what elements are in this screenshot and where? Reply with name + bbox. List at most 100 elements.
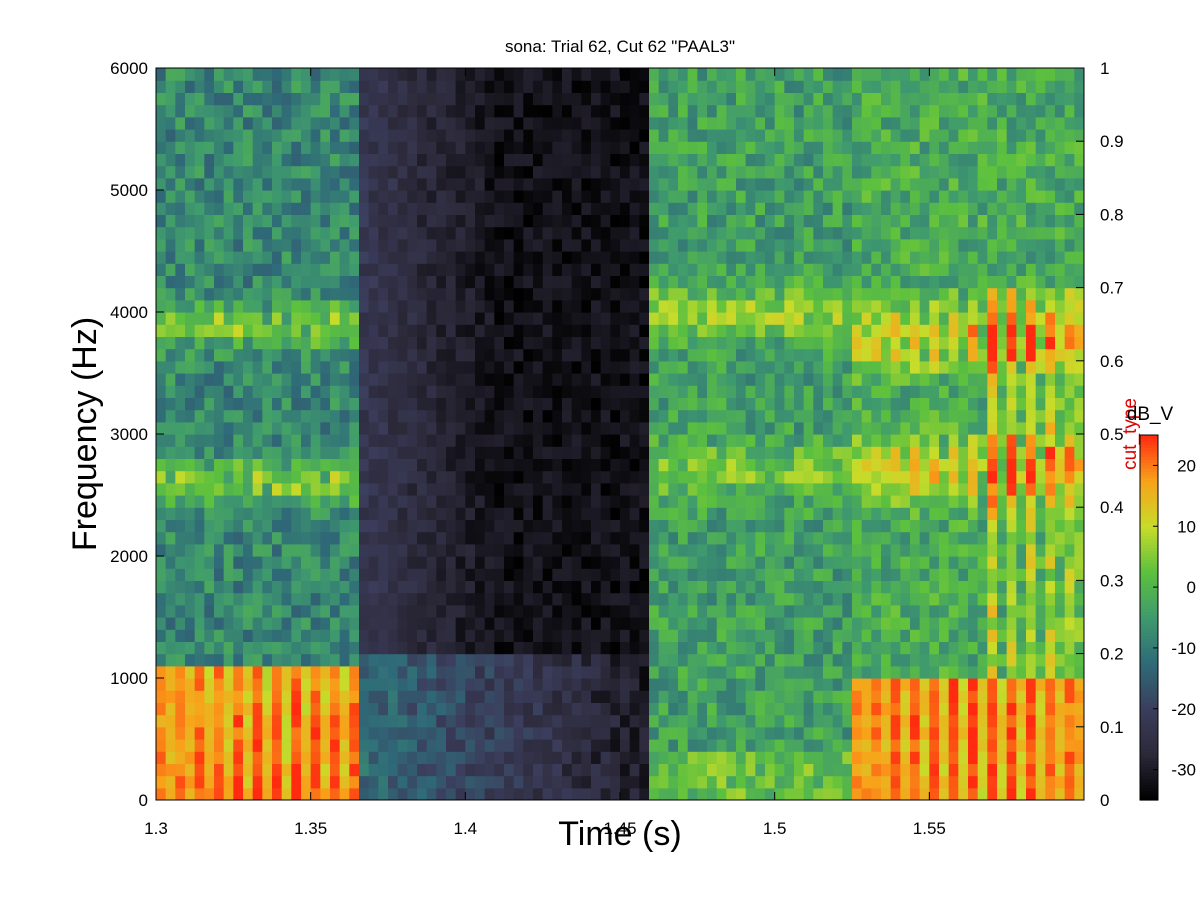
heatmap-cell [842,751,853,764]
heatmap-cell [745,299,756,313]
heatmap-cell [233,665,244,679]
heatmap-cell [929,141,940,154]
heatmap-cell [668,726,679,740]
heatmap-cell [842,348,853,362]
heatmap-cell [223,751,234,764]
heatmap-cell [861,629,872,642]
heatmap-cell [765,604,776,618]
heatmap-cell [475,726,486,740]
heatmap-cell [330,336,341,350]
heatmap-cell [726,92,737,106]
heatmap-cell [407,641,418,655]
heatmap-cell [939,373,950,386]
heatmap-cell [600,214,611,228]
heatmap-cell [262,141,273,154]
heatmap-cell [233,580,244,594]
heatmap-cell [571,202,582,215]
heatmap-cell [310,104,321,118]
heatmap-cell [523,592,534,606]
heatmap-cell [523,299,534,313]
heatmap-cell [658,385,669,398]
heatmap-cell [948,238,959,252]
heatmap-cell [417,446,428,459]
heatmap-cell [707,641,718,655]
heatmap-cell [813,129,824,142]
heatmap-cell [562,141,573,154]
heatmap-cell [320,617,331,630]
heatmap-cell [620,68,631,81]
heatmap-cell [349,104,360,118]
heatmap-cell [214,385,225,398]
heatmap-cell [890,543,901,557]
heatmap-cell [707,531,718,545]
heatmap-cell [629,787,640,800]
heatmap-cell [552,531,563,545]
heatmap-cell [910,360,921,374]
heatmap-cell [339,190,350,203]
heatmap-cell [919,104,930,118]
heatmap-cell [871,580,882,594]
heatmap-cell [948,702,959,716]
heatmap-cell [871,190,882,203]
heatmap-cell [620,690,631,703]
heatmap-cell [417,556,428,569]
heatmap-cell [262,617,273,630]
heatmap-cell [571,336,582,350]
heatmap-cell [407,592,418,606]
heatmap-cell [455,312,466,325]
heatmap-cell [165,653,176,667]
heatmap-cell [465,226,476,240]
heatmap-cell [339,214,350,228]
heatmap-cell [436,543,447,557]
heatmap-cell [639,434,650,447]
heatmap-cell [745,92,756,106]
heatmap-cell [426,763,437,777]
heatmap-cell [562,690,573,703]
heatmap-cell [243,604,254,618]
heatmap-cell [223,556,234,569]
heatmap-cell [349,543,360,557]
heatmap-cell [330,458,341,472]
heatmap-cell [707,226,718,240]
heatmap-cell [881,226,892,240]
heatmap-cell [697,275,708,289]
heatmap-cell [784,568,795,581]
heatmap-cell [165,421,176,435]
heatmap-cell [533,641,544,655]
heatmap-cell [426,714,437,728]
heatmap-cell [591,556,602,569]
heatmap-cell [417,397,428,411]
heatmap-cell [929,421,940,435]
heatmap-cell [697,495,708,508]
heatmap-cell [620,714,631,728]
heatmap-cell [330,238,341,252]
heatmap-cell [571,263,582,276]
heatmap-cell [736,190,747,203]
heatmap-cell [649,702,660,716]
heatmap-cell [281,153,292,167]
heatmap-cell [494,702,505,716]
heatmap-cell [465,556,476,569]
heatmap-cell [194,702,205,716]
heatmap-cell [736,385,747,398]
heatmap-cell [871,80,882,93]
heatmap-cell [716,568,727,581]
heatmap-cell [262,104,273,118]
heatmap-cell [881,385,892,398]
heatmap-cell [678,787,689,800]
heatmap-cell [939,726,950,740]
heatmap-cell [310,531,321,545]
heatmap-cell [523,641,534,655]
heatmap-cell [185,702,196,716]
heatmap-cell [175,129,186,142]
heatmap-cell [600,726,611,740]
heatmap-cell [842,543,853,557]
heatmap-cell [185,324,196,337]
heatmap-cell [533,787,544,800]
heatmap-cell [542,409,553,423]
heatmap-cell [929,580,940,594]
heatmap-cell [765,348,776,362]
heatmap-cell [919,739,930,752]
heatmap-cell [939,470,950,484]
heatmap-cell [581,202,592,215]
